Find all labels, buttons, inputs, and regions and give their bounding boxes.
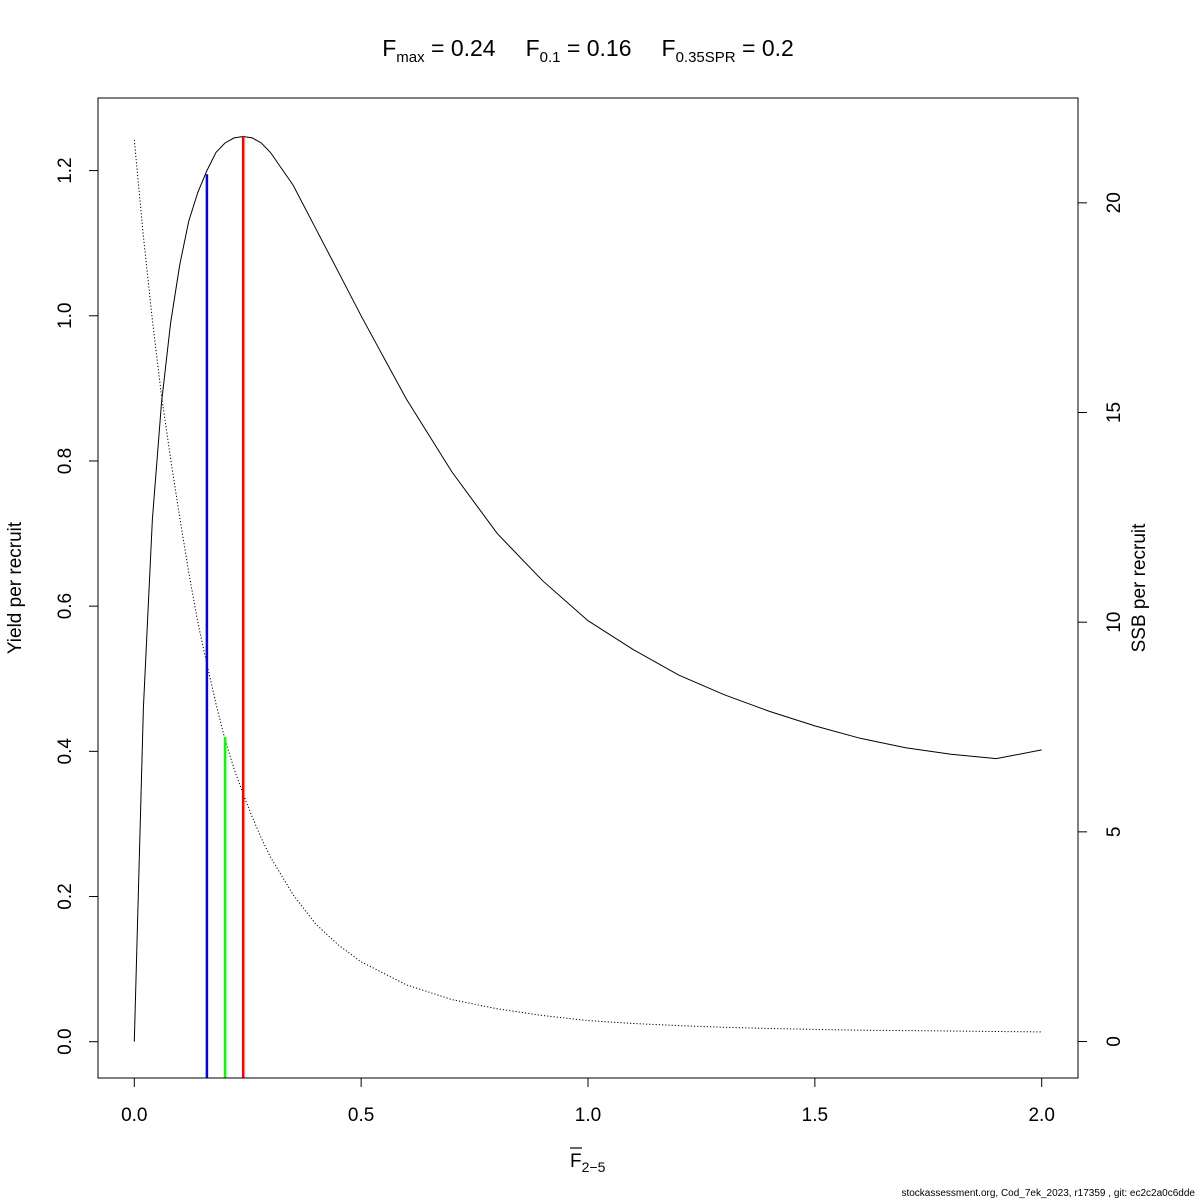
x-axis-title-main: F bbox=[570, 1151, 582, 1172]
title-f01-sub: 0.1 bbox=[540, 49, 561, 66]
y-axis-left: 0.0 0.2 0.4 0.6 0.8 1.0 1.2 bbox=[55, 157, 99, 1055]
title-fmax-eq: = 0.24 bbox=[425, 35, 496, 61]
x-axis-title: F2−5 bbox=[570, 1147, 606, 1175]
series-layer bbox=[133, 135, 1042, 1042]
x-axis-title-sub: 2−5 bbox=[582, 1159, 606, 1175]
x-tick-label: 1.5 bbox=[802, 1105, 828, 1126]
footer-credit: stockassessment.org, Cod_7ek_2023, r1735… bbox=[901, 1188, 1195, 1199]
y-tick-label: 0.4 bbox=[55, 738, 76, 765]
y-tick-label: 1.0 bbox=[55, 303, 76, 329]
y2-tick-label: 0 bbox=[1104, 1036, 1125, 1047]
y2-tick-label: 15 bbox=[1104, 402, 1125, 423]
x-axis: 0.0 0.5 1.0 1.5 2.0 bbox=[121, 1077, 1055, 1126]
y-axis-right: 0 5 10 15 20 bbox=[1077, 192, 1125, 1047]
x-tick-label: 0.5 bbox=[348, 1105, 374, 1126]
y-tick-label: 1.2 bbox=[55, 157, 76, 183]
x-tick-label: 1.0 bbox=[575, 1105, 601, 1126]
y-tick-label: 0.0 bbox=[55, 1028, 76, 1054]
title-f01-eq: = 0.16 bbox=[561, 35, 632, 61]
y2-tick-label: 20 bbox=[1104, 192, 1125, 213]
y-tick-label: 0.2 bbox=[55, 883, 76, 909]
y2-tick-label: 10 bbox=[1104, 612, 1125, 633]
title-fmax-main: F bbox=[382, 35, 396, 61]
y-axis-title: Yield per recruit bbox=[5, 521, 26, 654]
title-f035-sub: 0.35SPR bbox=[676, 49, 736, 66]
yield-per-recruit-line bbox=[133, 135, 1042, 1042]
title-f035-eq: = 0.2 bbox=[736, 35, 794, 61]
y-tick-label: 0.6 bbox=[55, 593, 76, 619]
y2-axis-title: SSB per recruit bbox=[1129, 523, 1150, 653]
title-fmax-sub: max bbox=[396, 49, 425, 66]
title-f035-main: F bbox=[662, 35, 676, 61]
y-tick-label: 0.8 bbox=[55, 448, 76, 474]
y2-tick-label: 5 bbox=[1104, 827, 1125, 838]
title-f01-main: F bbox=[526, 35, 540, 61]
x-tick-label: 2.0 bbox=[1028, 1105, 1054, 1126]
reference-lines-layer bbox=[205, 136, 245, 1078]
ssb-per-recruit-line bbox=[133, 139, 1042, 1033]
svg-text:F2−5: F2−5 bbox=[570, 1151, 606, 1175]
chart-title: Fmax = 0.24 F0.1 = 0.16 F0.35SPR = 0.2 bbox=[382, 35, 794, 66]
x-tick-label: 0.0 bbox=[121, 1105, 147, 1126]
